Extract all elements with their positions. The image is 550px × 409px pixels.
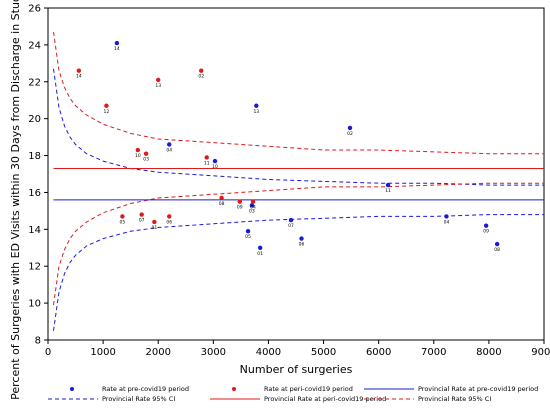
data-point xyxy=(199,68,204,73)
data-point xyxy=(347,125,353,131)
x-tick-label: 7000 xyxy=(421,347,446,358)
data-point xyxy=(104,103,109,108)
data-point xyxy=(156,77,161,83)
data-point-label: 14 xyxy=(114,46,120,52)
legend: Rate at pre-covid19 period Rate at peri-c… xyxy=(48,385,538,403)
data-point-label: 08 xyxy=(494,247,500,253)
data-point xyxy=(212,158,218,164)
data-point xyxy=(135,147,141,153)
ci-curve-lower xyxy=(53,214,544,331)
legend-label: Provincial Rate 95% CI xyxy=(418,395,491,403)
y-tick-label: 18 xyxy=(28,151,41,162)
data-point xyxy=(76,68,82,73)
plot-area-frame xyxy=(47,7,545,341)
data-point-label: 02 xyxy=(198,74,204,80)
x-tick-label: 9000 xyxy=(531,347,550,358)
data-point xyxy=(167,142,172,147)
x-tick-label: 1000 xyxy=(90,347,115,358)
x-tick-label: 3000 xyxy=(201,347,226,358)
data-point xyxy=(494,241,500,247)
data-point-label: 06 xyxy=(166,219,172,225)
ci-curve-lower xyxy=(53,182,544,306)
y-tick-label: 14 xyxy=(28,225,41,236)
y-tick-label: 12 xyxy=(28,262,41,273)
data-point xyxy=(249,203,255,208)
data-point xyxy=(219,195,224,201)
x-tick-label: 5000 xyxy=(311,347,336,358)
legend-symbol xyxy=(232,387,236,391)
data-point-label: 13 xyxy=(155,83,161,89)
data-point-label: 04 xyxy=(166,147,172,153)
y-tick-label: 22 xyxy=(28,77,41,88)
data-point xyxy=(152,219,157,225)
y-tick-label: 24 xyxy=(28,40,41,51)
data-point xyxy=(237,199,242,204)
data-point-label: 05 xyxy=(245,234,251,240)
data-point-label: 09 xyxy=(237,205,243,211)
y-axis-title: Percent of Surgeries with ED Visits with… xyxy=(9,0,22,400)
legend-label: Rate at peri-covid19 period xyxy=(264,385,353,393)
data-point-label: 03 xyxy=(143,157,149,163)
x-tick-label: 4000 xyxy=(256,347,281,358)
data-point xyxy=(483,223,489,228)
data-point-label: 11 xyxy=(385,188,391,194)
data-point-label: 07 xyxy=(288,223,294,229)
legend-label: Provincial Rate 95% CI xyxy=(102,395,175,403)
legend-label: Provincial Rate at peri-covid19 period xyxy=(264,395,386,403)
data-point xyxy=(250,199,256,204)
legend-label: Provincial Rate at pre-covid19 period xyxy=(418,385,538,393)
data-point-label: 01 xyxy=(257,251,263,257)
data-point-label: 14 xyxy=(76,74,82,80)
ci-curve-upper xyxy=(53,31,544,155)
x-tick-label: 2000 xyxy=(145,347,170,358)
x-tick-label: 0 xyxy=(45,347,51,358)
ci-curve-upper xyxy=(53,68,544,186)
data-point-label: 04 xyxy=(250,205,256,211)
x-tick-label: 6000 xyxy=(366,347,391,358)
legend-symbol xyxy=(70,387,74,391)
y-tick-label: 26 xyxy=(28,4,41,15)
data-point xyxy=(257,245,263,250)
data-point xyxy=(204,155,209,160)
data-point-label: 08 xyxy=(219,201,225,207)
x-axis-title: Number of surgeries xyxy=(240,363,353,376)
data-point-label: 10 xyxy=(135,153,141,159)
data-point xyxy=(299,236,304,241)
data-point-label: 09 xyxy=(483,229,489,235)
data-point xyxy=(288,217,294,223)
data-point-label: 13 xyxy=(253,109,259,115)
data-point-label: 02 xyxy=(347,131,353,137)
data-point-label: 03 xyxy=(249,208,255,214)
data-point xyxy=(245,228,251,234)
data-point-label: 06 xyxy=(299,242,305,248)
legend-label: Rate at pre-covid19 period xyxy=(102,385,189,393)
data-point-label: 01 xyxy=(151,225,157,231)
y-tick-label: 20 xyxy=(28,114,41,125)
data-point xyxy=(139,212,144,217)
data-point xyxy=(254,103,259,108)
y-tick-label: 16 xyxy=(28,188,41,199)
data-point-label: 05 xyxy=(120,219,126,225)
data-point-label: 10 xyxy=(212,164,218,170)
data-point xyxy=(444,214,449,219)
data-point xyxy=(385,182,391,188)
data-point xyxy=(120,214,125,219)
data-point-label: 11 xyxy=(204,160,210,166)
y-tick-label: 10 xyxy=(28,299,41,310)
data-point xyxy=(114,40,120,46)
y-tick-label: 8 xyxy=(35,336,41,347)
data-point-label: 07 xyxy=(139,218,145,224)
data-point-label: 04 xyxy=(444,219,450,225)
data-point xyxy=(167,214,172,219)
x-tick-label: 8000 xyxy=(476,347,501,358)
data-point xyxy=(143,151,149,156)
data-point-label: 12 xyxy=(104,109,110,115)
